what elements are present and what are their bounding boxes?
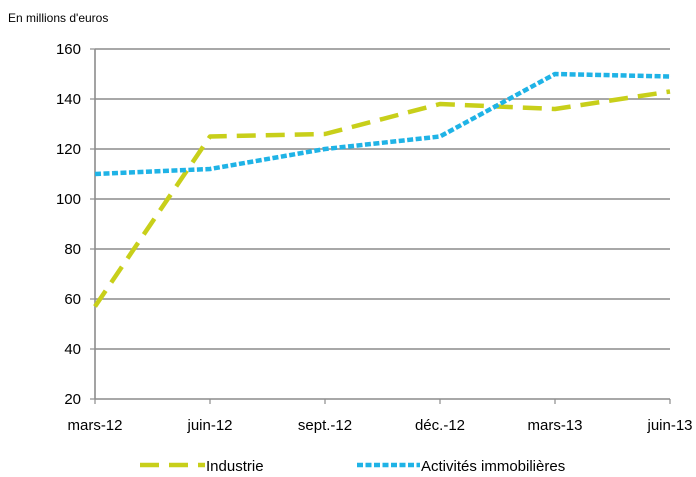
x-tick-label: mars-13 (527, 417, 582, 434)
gridlines (95, 48, 670, 350)
y-tick-labels: 20 40 60 80 100 120 140 160 (56, 41, 81, 408)
y-tick-label: 140 (56, 91, 81, 108)
series-line-industrie (93, 89, 671, 308)
y-tick-label: 120 (56, 141, 81, 158)
y-tick-label: 80 (64, 241, 81, 258)
legend-label-industrie: Industrie (206, 458, 264, 475)
series-line-immobilier (94, 71, 671, 177)
y-tick-label: 60 (64, 291, 81, 308)
y-tick-label: 100 (56, 191, 81, 208)
x-tick-label: juin-13 (646, 417, 692, 434)
y-tick-label: 20 (64, 391, 81, 408)
x-tick-labels: mars-12 juin-12 sept.-12 déc.-12 mars-13 juin… (67, 417, 692, 434)
axes (90, 48, 671, 404)
y-tick-label: 160 (56, 41, 81, 58)
unit-label: En millions d'euros (8, 11, 108, 25)
y-tick-label: 40 (64, 341, 81, 358)
legend-label-immobilier: Activités immobilières (421, 458, 565, 475)
x-tick-label: mars-12 (67, 417, 122, 434)
x-tick-label: déc.-12 (415, 417, 465, 434)
x-tick-label: juin-12 (186, 417, 232, 434)
x-tick-label: sept.-12 (298, 417, 352, 434)
legend: Industrie Activités immobilières (140, 458, 565, 475)
series-lines (93, 71, 671, 308)
